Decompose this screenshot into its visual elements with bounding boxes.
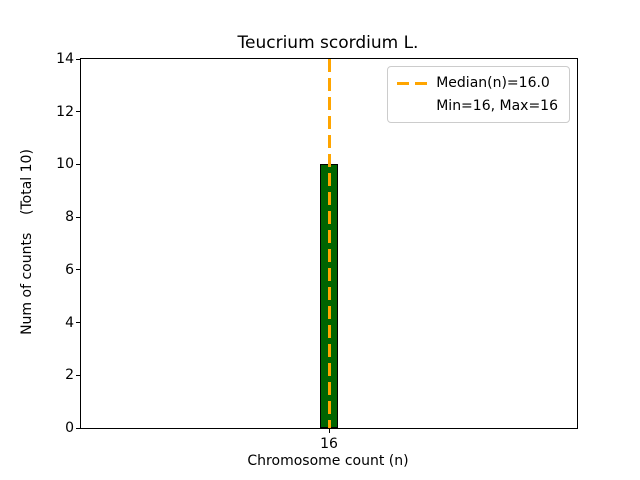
y-axis-label: Num of counts (Total 10) xyxy=(19,149,35,335)
legend-item-minmax: Min=16, Max=16 xyxy=(397,97,558,115)
x-axis-label: Chromosome count (n) xyxy=(247,453,409,469)
legend-label-median: Median(n)=16.0 xyxy=(436,75,550,91)
y-tick-mark xyxy=(76,269,80,271)
y-tick-label: 8 xyxy=(65,209,74,226)
y-tick-mark xyxy=(76,322,80,324)
x-tick-label: 16 xyxy=(320,436,338,452)
plot-area: Median(n)=16.0 Min=16, Max=16 0 2 4 6 8 10 12 1… xyxy=(56,51,578,452)
y-tick-mark xyxy=(76,111,80,113)
y-tick-label: 4 xyxy=(65,314,74,331)
y-tick-label: 10 xyxy=(56,156,74,173)
y-tick-mark xyxy=(76,163,80,165)
chart-title: Teucrium scordium L. xyxy=(237,33,419,53)
y-tick-label: 12 xyxy=(56,103,74,120)
y-tick-label: 6 xyxy=(65,261,74,278)
y-tick-label: 14 xyxy=(56,51,74,67)
legend-blank-sample xyxy=(397,105,427,108)
legend: Median(n)=16.0 Min=16, Max=16 xyxy=(387,66,570,123)
x-tick-mark xyxy=(329,429,330,433)
y-tick-label: 2 xyxy=(65,367,74,384)
y-tick-mark xyxy=(76,216,80,218)
median-dashed-line-icon xyxy=(397,81,428,85)
y-tick-mark xyxy=(76,374,80,376)
y-tick-mark xyxy=(76,58,80,60)
legend-label-minmax: Min=16, Max=16 xyxy=(436,98,558,114)
legend-item-median: Median(n)=16.0 xyxy=(397,74,558,92)
y-tick-label: 0 xyxy=(65,420,74,436)
y-tick-mark xyxy=(76,427,80,429)
median-line xyxy=(327,59,331,428)
